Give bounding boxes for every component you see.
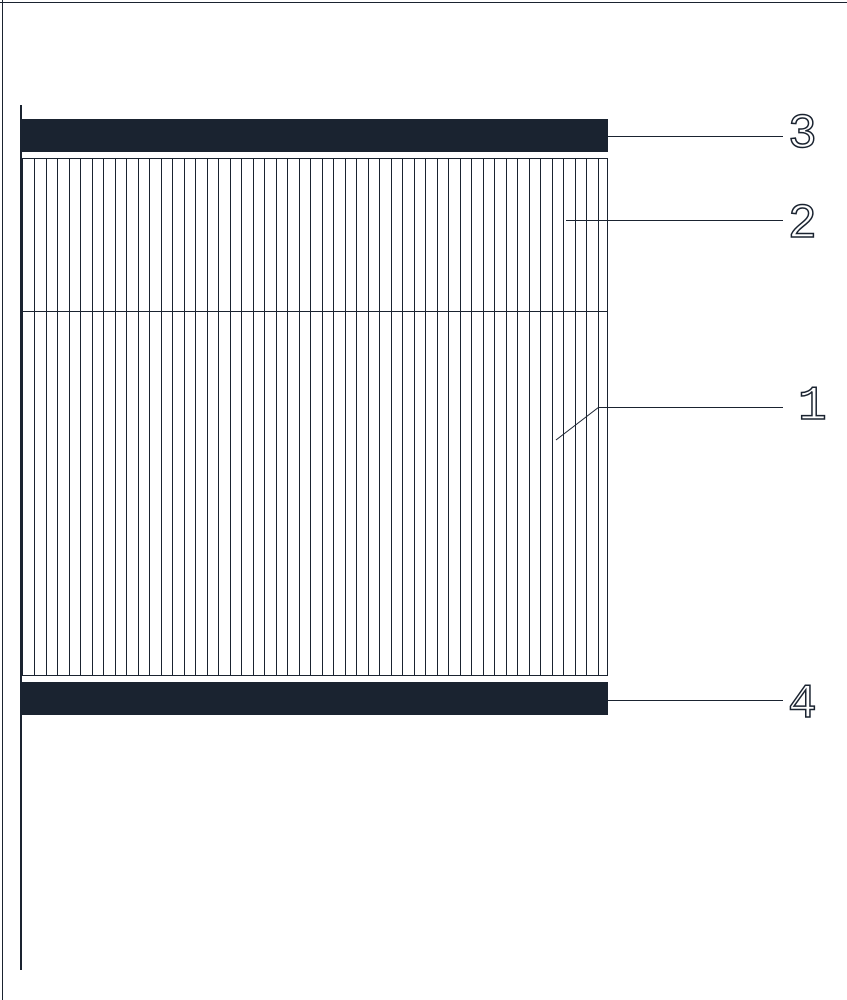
mid-horizontal-line [23, 311, 607, 312]
stripe [448, 159, 449, 675]
stripe [483, 159, 484, 675]
stripe [517, 159, 518, 675]
stripe [506, 159, 507, 675]
stripe [264, 159, 265, 675]
stripe [299, 159, 300, 675]
stripe [195, 159, 196, 675]
frame-top [0, 2, 847, 3]
stripe [345, 159, 346, 675]
label-3: 3 [788, 108, 815, 162]
stripe [34, 159, 35, 675]
stripe [57, 159, 58, 675]
stripe [230, 159, 231, 675]
stripe [414, 159, 415, 675]
stripe [494, 159, 495, 675]
stripe [276, 159, 277, 675]
striped-region [22, 158, 608, 676]
stripe [322, 159, 323, 675]
stripe [437, 159, 438, 675]
stripe [80, 159, 81, 675]
stripe [126, 159, 127, 675]
stripe [529, 159, 530, 675]
stripe [460, 159, 461, 675]
stripe [253, 159, 254, 675]
stripe [115, 159, 116, 675]
stripe [391, 159, 392, 675]
stripe [379, 159, 380, 675]
stripe [356, 159, 357, 675]
stripe [540, 159, 541, 675]
stripe [161, 159, 162, 675]
leader-diag-1 [556, 407, 606, 447]
stripe [184, 159, 185, 675]
leader-line-4 [608, 700, 783, 701]
leader-line-3 [608, 136, 783, 137]
stripe [287, 159, 288, 675]
stripe [207, 159, 208, 675]
stripe [368, 159, 369, 675]
stripe [103, 159, 104, 675]
label-1: 1 [798, 380, 825, 434]
stripe [425, 159, 426, 675]
layer-top-bar [22, 119, 608, 152]
stripe [149, 159, 150, 675]
frame-left [2, 0, 3, 1000]
leader-line-1 [599, 407, 783, 408]
stripe [333, 159, 334, 675]
stripe [92, 159, 93, 675]
stripe [69, 159, 70, 675]
stripe [310, 159, 311, 675]
stripe [552, 159, 553, 675]
stripe [218, 159, 219, 675]
stripe [172, 159, 173, 675]
stripe [138, 159, 139, 675]
stripe [46, 159, 47, 675]
label-2: 2 [788, 198, 815, 252]
stripe [241, 159, 242, 675]
stripe [402, 159, 403, 675]
label-4: 4 [788, 678, 815, 732]
leader-line-2 [566, 220, 783, 221]
stripe [471, 159, 472, 675]
layer-bottom-bar [22, 682, 608, 715]
